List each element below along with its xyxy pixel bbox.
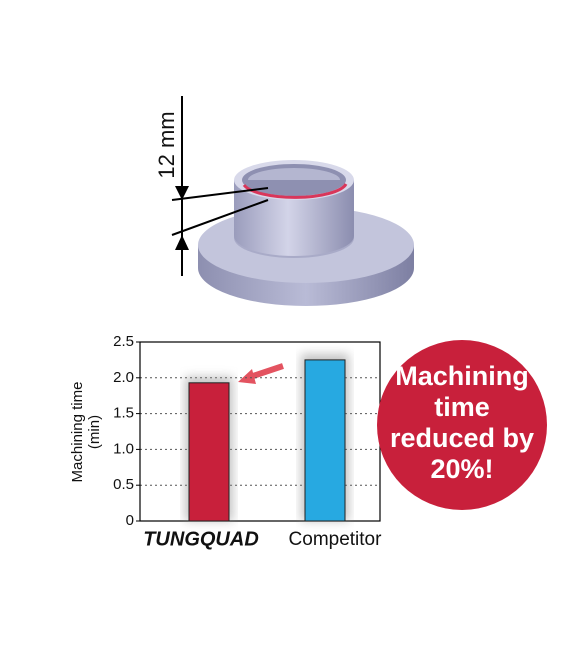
y-tick-label: 1.0 xyxy=(113,440,134,457)
annotation-badge xyxy=(377,340,547,510)
y-tick-label: 1.5 xyxy=(113,405,134,422)
y-tick-label: 2.5 xyxy=(113,333,134,350)
bar xyxy=(304,359,346,522)
dimension-label: 12 mm xyxy=(154,111,179,178)
part-illustration xyxy=(171,96,414,306)
annotation-line: time xyxy=(434,392,490,422)
y-axis-label: Machining time (min) xyxy=(69,382,103,483)
y-axis-label-line: (min) xyxy=(86,415,103,449)
y-axis-label-line: Machining time xyxy=(69,382,86,483)
annotation-line: Machining xyxy=(395,361,529,391)
x-tick-label: Competitor xyxy=(289,529,383,550)
bar xyxy=(188,382,230,522)
x-tick-label: TUNGQUAD xyxy=(143,528,259,550)
y-tick-label: 0.5 xyxy=(113,476,134,493)
y-tick-label: 0 xyxy=(126,512,134,529)
arrow-head xyxy=(238,369,256,384)
annotation-line: reduced by xyxy=(390,423,534,453)
y-tick-label: 2.0 xyxy=(113,369,134,386)
annotation-line: 20%! xyxy=(430,454,493,484)
